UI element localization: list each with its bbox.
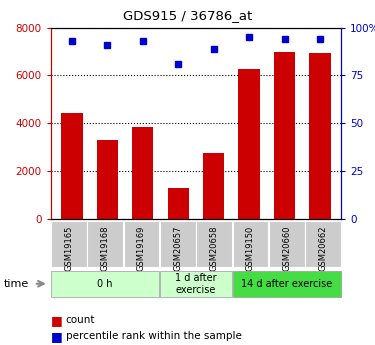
Text: count: count bbox=[66, 315, 95, 325]
Text: 1 d after
exercise: 1 d after exercise bbox=[175, 273, 217, 295]
Text: 0 h: 0 h bbox=[98, 279, 113, 289]
Text: GDS915 / 36786_at: GDS915 / 36786_at bbox=[123, 9, 252, 22]
Bar bbox=[274, 51, 295, 219]
Text: GSM19165: GSM19165 bbox=[64, 226, 73, 271]
Bar bbox=[124, 221, 159, 267]
Text: 14 d after exercise: 14 d after exercise bbox=[241, 279, 332, 289]
Bar bbox=[132, 127, 153, 219]
Bar bbox=[232, 270, 341, 297]
Bar bbox=[238, 69, 260, 219]
Text: ■: ■ bbox=[51, 314, 62, 327]
Bar bbox=[168, 188, 189, 219]
Text: GSM20662: GSM20662 bbox=[319, 226, 328, 271]
Bar bbox=[160, 221, 196, 267]
Bar bbox=[61, 112, 82, 219]
Bar bbox=[269, 221, 304, 267]
Bar bbox=[309, 53, 331, 219]
Text: GSM20657: GSM20657 bbox=[173, 226, 182, 271]
Text: GSM20660: GSM20660 bbox=[282, 226, 291, 271]
Text: GSM19150: GSM19150 bbox=[246, 226, 255, 271]
Text: GSM19168: GSM19168 bbox=[100, 226, 109, 271]
Text: GSM19169: GSM19169 bbox=[137, 226, 146, 271]
Text: time: time bbox=[4, 279, 29, 289]
Bar bbox=[196, 221, 232, 267]
Bar bbox=[51, 270, 159, 297]
Bar bbox=[160, 270, 232, 297]
Bar bbox=[305, 221, 341, 267]
Text: ■: ■ bbox=[51, 330, 62, 343]
Bar bbox=[51, 221, 87, 267]
Bar bbox=[97, 140, 118, 219]
Text: percentile rank within the sample: percentile rank within the sample bbox=[66, 332, 242, 341]
Bar bbox=[203, 153, 224, 219]
Text: GSM20658: GSM20658 bbox=[210, 226, 219, 271]
Bar bbox=[232, 221, 268, 267]
Bar bbox=[87, 221, 123, 267]
